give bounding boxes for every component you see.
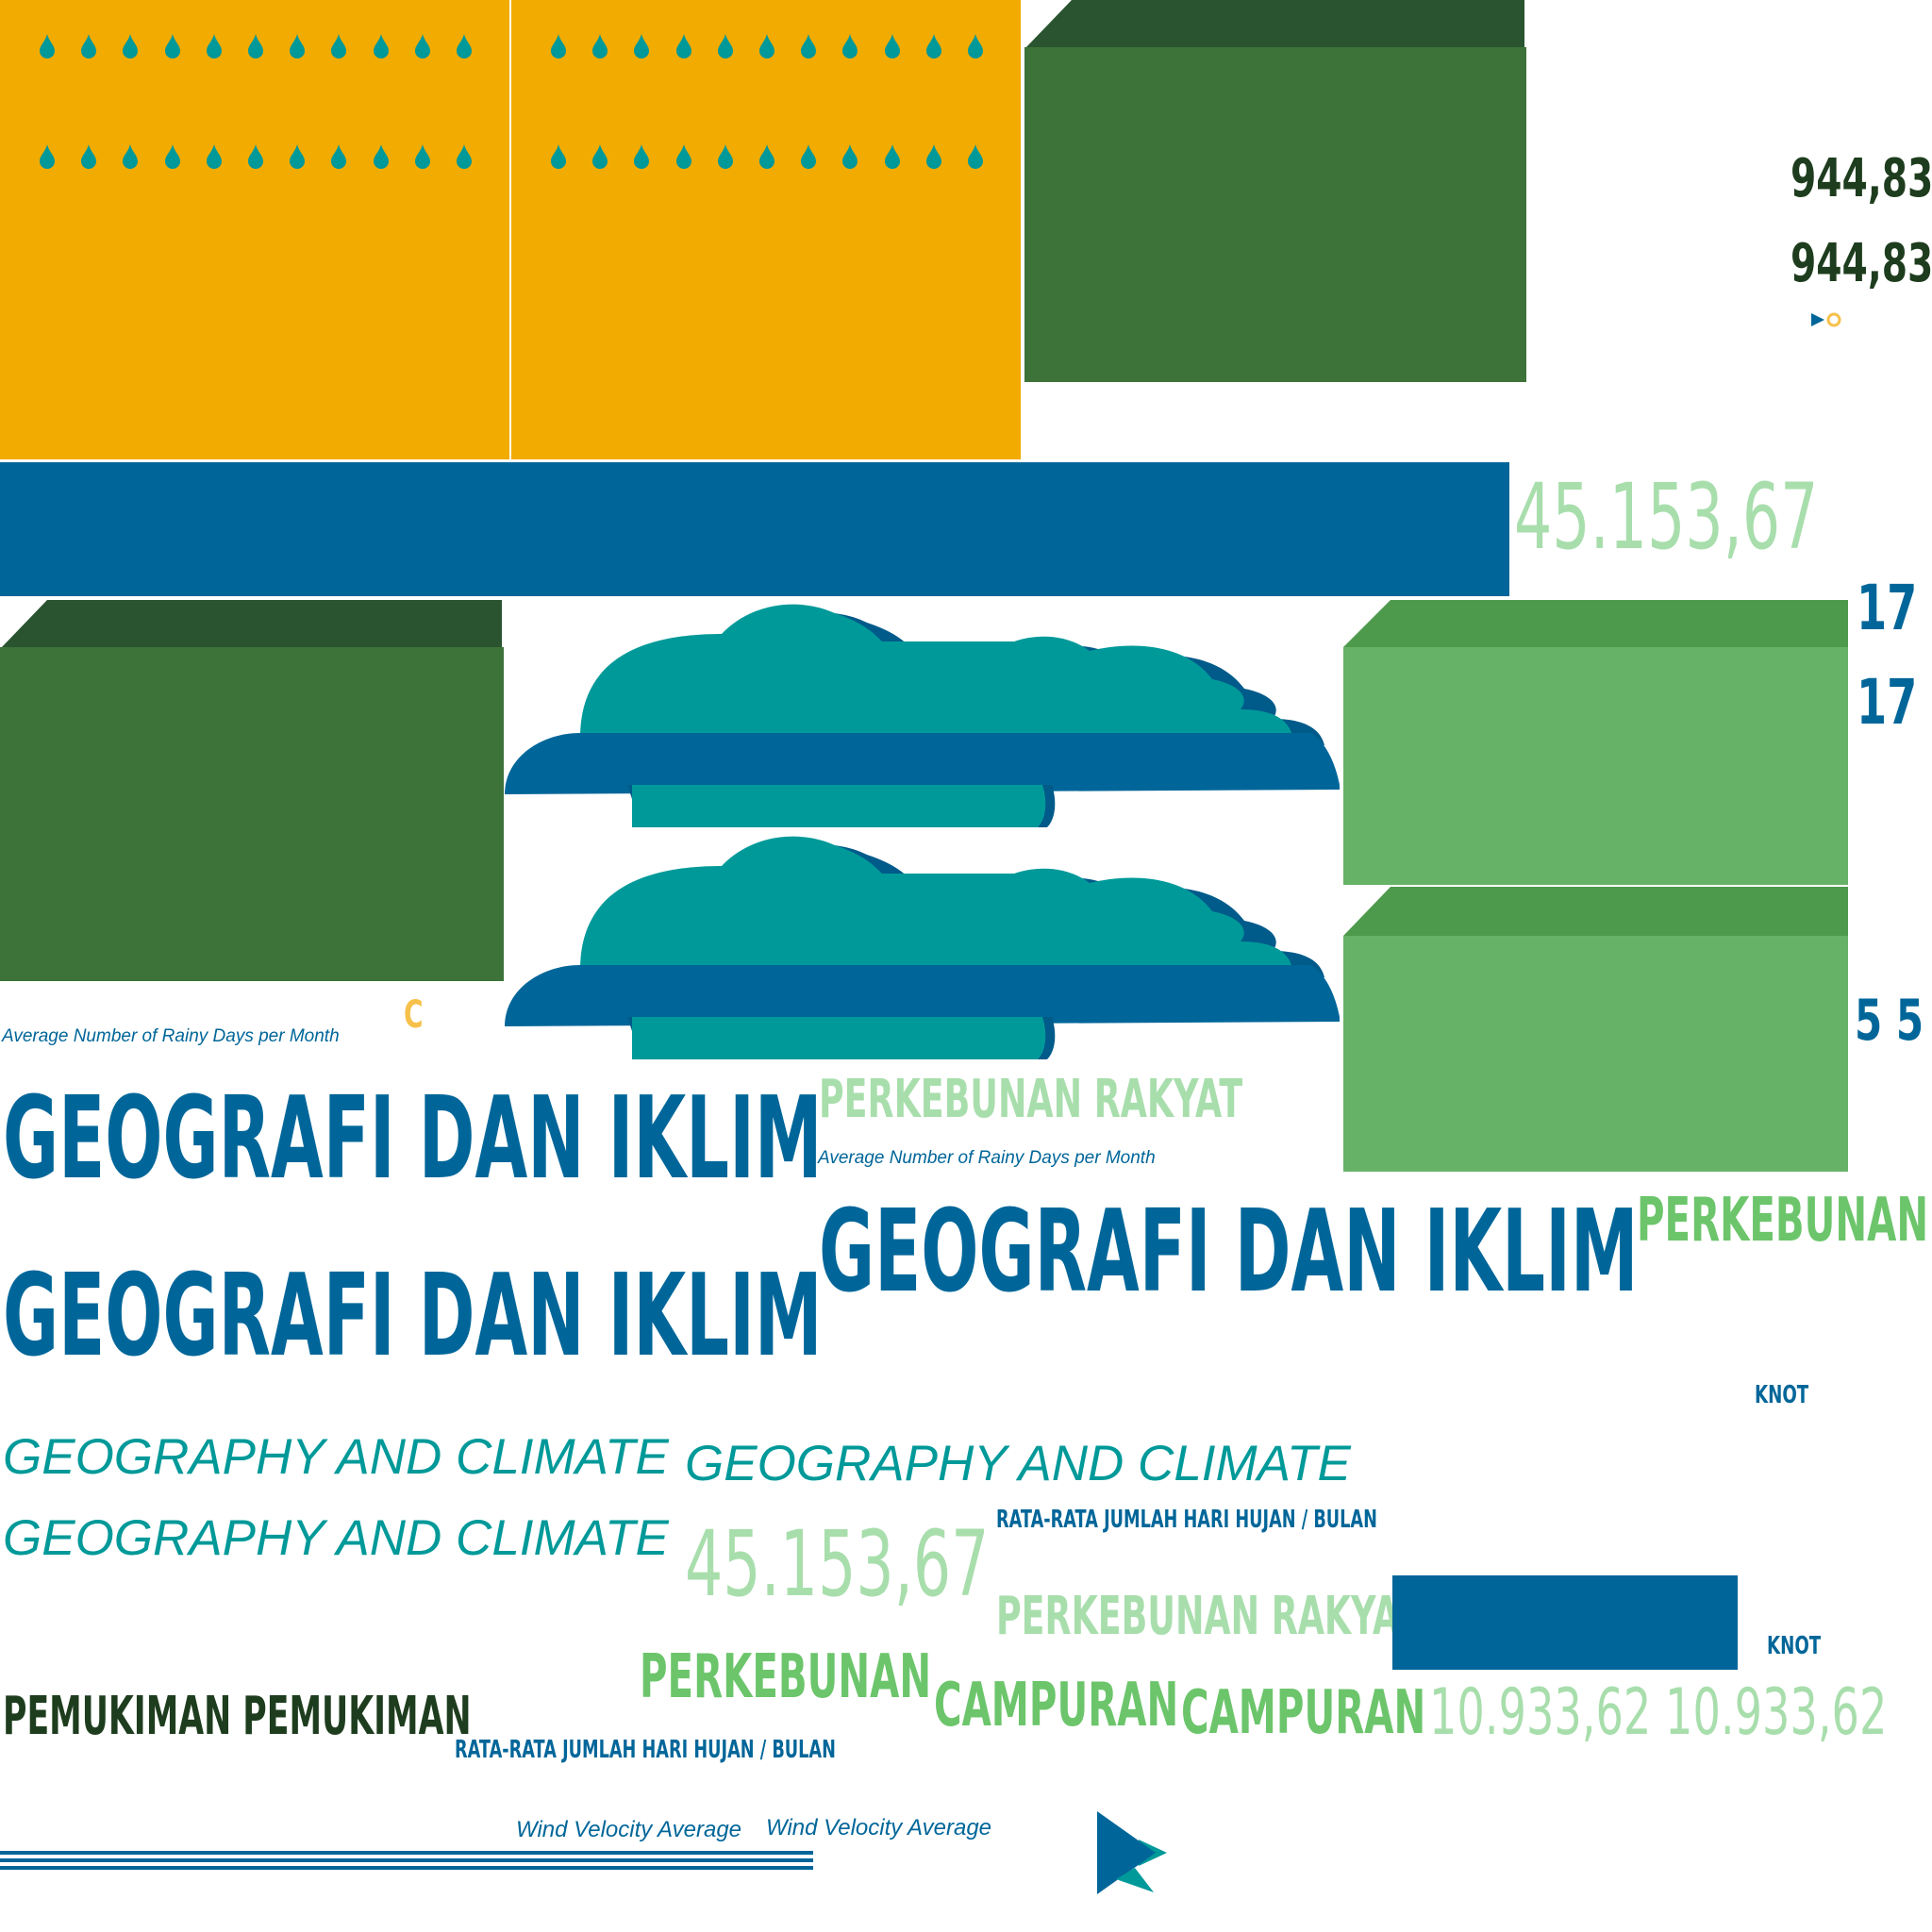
raindrop-icon (717, 34, 733, 58)
raindrop-icon (457, 144, 472, 169)
raindrop-icon (592, 34, 608, 58)
raindrop-icon (331, 144, 347, 169)
box-top-face (1024, 0, 1524, 49)
pemukiman-label: PEMUKIMAN PEMUKIMAN (3, 1686, 472, 1747)
raindrop-icon (675, 34, 691, 58)
light-box-lower-top (1343, 887, 1848, 936)
green-box-upper (1024, 47, 1526, 382)
yellow-panel-left (0, 0, 509, 459)
raindrop-icon (968, 144, 983, 169)
raindrop-icon (717, 144, 733, 169)
raindrop-icon (801, 144, 817, 169)
raindrop-icon (414, 144, 430, 169)
knot-b: KNOT (1767, 1632, 1822, 1660)
rainy-days-id-b: RATA-RATA JUMLAH HARI HUJAN / BULAN (455, 1736, 836, 1764)
raindrop-icon (164, 34, 180, 58)
raindrop-icon (206, 144, 222, 169)
perkebunan-a: PERKEBUNAN (1637, 1186, 1929, 1256)
divider-line-1 (0, 1851, 813, 1855)
perkebunan-b: PERKEBUNAN (640, 1642, 932, 1712)
raindrop-icon (123, 144, 139, 169)
knot-a: KNOT (1755, 1381, 1809, 1409)
light-green-box-lower (1343, 936, 1848, 1172)
value-17-b: 17 (1857, 666, 1918, 739)
raindrop-icon (551, 34, 566, 58)
raindrop-icon (675, 144, 691, 169)
geo-id-heading-c: GEOGRAFI DAN IKLIM (819, 1187, 1639, 1318)
value-17-a: 17 (1857, 572, 1918, 644)
raindrop-icon (884, 144, 900, 169)
divider-line-2 (0, 1858, 813, 1862)
raindrop-icon (801, 34, 817, 58)
geo-en-c: GEOGRAPHY AND CLIMATE (3, 1510, 669, 1566)
raindrop-icon (248, 144, 263, 169)
raindrop-icon (634, 144, 650, 169)
yellow-panel-right (511, 0, 1021, 459)
geo-en-a: GEOGRAPHY AND CLIMATE (3, 1429, 669, 1485)
raindrop-icon (759, 144, 774, 169)
raindrop-icon (290, 144, 306, 169)
value-45153-a: 45.153,67 (1514, 464, 1819, 570)
campuran-a: CAMPURAN (934, 1671, 1179, 1740)
raindrop-icon (373, 144, 389, 169)
value-5-5: 5 5 (1855, 988, 1924, 1054)
geo-en-b: GEOGRAPHY AND CLIMATE (685, 1436, 1351, 1491)
blue-bar-small (1392, 1575, 1738, 1670)
raindrop-icon (457, 34, 472, 58)
value-944-b: 944,83 (1790, 233, 1932, 294)
geo-id-heading-a: GEOGRAFI DAN IKLIM (3, 1074, 823, 1205)
wind-velocity-a: Wind Velocity Average (516, 1817, 742, 1842)
raindrop-icon (81, 34, 97, 58)
raindrop-icon (842, 144, 858, 169)
play-arrow-icon-small (1811, 313, 1824, 326)
perkebunan-rakyat-a: PERKEBUNAN RAKYAT (819, 1069, 1243, 1130)
blue-bar-wide (0, 462, 1509, 596)
value-944-a: 944,83 (1790, 148, 1932, 209)
ring-icon (1826, 312, 1841, 327)
raindrop-icon (373, 34, 389, 58)
raindrop-icon (40, 34, 55, 58)
cloud-icon-upper (505, 604, 1340, 827)
play-arrow-icon (1097, 1811, 1167, 1894)
green-box-left (0, 647, 504, 981)
value-45153-b: 45.153,67 (685, 1511, 990, 1617)
raindrop-icon (40, 144, 55, 169)
raindrop-icon (248, 34, 263, 58)
light-green-box-upper (1343, 647, 1848, 885)
raindrop-icon (414, 34, 430, 58)
raindrop-icon (759, 34, 774, 58)
campuran-b: CAMPURAN (1181, 1678, 1426, 1748)
rainy-days-id-a: RATA-RATA JUMLAH HARI HUJAN / BULAN (996, 1506, 1377, 1534)
raindrop-icon (884, 34, 900, 58)
value-10933: 10.933,62 10.933,62 (1429, 1675, 1888, 1750)
raindrop-icon (551, 144, 566, 169)
raindrop-icon (592, 144, 608, 169)
raindrop-icon (968, 34, 983, 58)
raindrop-icon (925, 34, 941, 58)
raindrop-icon (331, 34, 347, 58)
raindrop-icon (164, 144, 180, 169)
raindrop-icon (842, 34, 858, 58)
raindrop-icon (206, 34, 222, 58)
rainy-days-en-a: Average Number of Rainy Days per Month (2, 1026, 340, 1046)
letter-c: C (404, 993, 424, 1037)
raindrop-icon (634, 34, 650, 58)
raindrop-icon (81, 144, 97, 169)
geo-id-heading-b: GEOGRAFI DAN IKLIM (3, 1251, 823, 1382)
raindrop-icon (123, 34, 139, 58)
raindrop-icon (290, 34, 306, 58)
divider-line-3 (0, 1866, 813, 1870)
cloud-icon-lower (505, 836, 1340, 1059)
raindrop-icon (925, 144, 941, 169)
wind-velocity-b: Wind Velocity Average (766, 1815, 992, 1840)
light-box-upper-top (1343, 600, 1848, 647)
rainy-days-en-b: Average Number of Rainy Days per Month (818, 1148, 1156, 1168)
perkebunan-rakyat-b: PERKEBUNAN RAKYAT (996, 1586, 1421, 1647)
box-left-top-face (0, 600, 502, 649)
